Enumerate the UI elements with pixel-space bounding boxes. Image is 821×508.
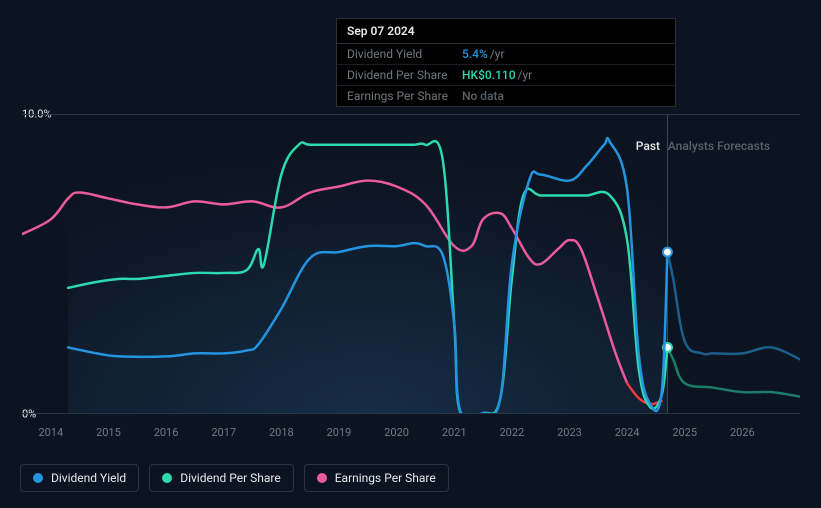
series-marker — [663, 248, 672, 257]
tooltip-value: 5.4%/yr — [462, 47, 505, 61]
tooltip: Sep 07 2024 Dividend Yield5.4%/yrDividen… — [336, 18, 676, 107]
legend-label: Dividend Per Share — [180, 471, 281, 485]
x-axis-tick: 2017 — [211, 426, 236, 439]
tooltip-value: No data — [462, 89, 504, 103]
legend-label: Dividend Yield — [51, 471, 126, 485]
tooltip-row: Dividend Yield5.4%/yr — [337, 44, 675, 65]
tooltip-row: Earnings Per ShareNo data — [337, 86, 675, 106]
x-axis-tick: 2021 — [442, 426, 467, 439]
tooltip-value: HK$0.110/yr — [462, 68, 532, 82]
past-period-label: Past — [636, 139, 660, 153]
x-axis-tick: 2024 — [615, 426, 640, 439]
x-axis-tick: 2016 — [154, 426, 179, 439]
tooltip-row: Dividend Per ShareHK$0.110/yr — [337, 65, 675, 86]
forecast-period-label: Analysts Forecasts — [668, 139, 770, 153]
x-axis-tick: 2025 — [672, 426, 697, 439]
legend-item[interactable]: Earnings Per Share — [304, 464, 449, 492]
legend-label: Earnings Per Share — [335, 471, 436, 485]
tooltip-label: Dividend Per Share — [347, 68, 462, 82]
plot-area[interactable]: Past Analysts Forecasts — [22, 114, 800, 414]
legend-dot-icon — [33, 473, 43, 483]
legend: Dividend Yield Dividend Per Share Earnings… — [20, 464, 449, 492]
legend-dot-icon — [317, 473, 327, 483]
tooltip-label: Earnings Per Share — [347, 89, 462, 103]
legend-item[interactable]: Dividend Per Share — [149, 464, 294, 492]
legend-item[interactable]: Dividend Yield — [20, 464, 139, 492]
x-axis-tick: 2018 — [269, 426, 294, 439]
past-region-shade — [68, 115, 667, 413]
x-axis-tick: 2015 — [96, 426, 121, 439]
tooltip-label: Dividend Yield — [347, 47, 462, 61]
chart: 10.0% 0% Past Analysts Forecasts 2014201… — [0, 108, 821, 438]
legend-dot-icon — [162, 473, 172, 483]
x-axis-tick: 2019 — [327, 426, 352, 439]
tooltip-date: Sep 07 2024 — [337, 19, 675, 44]
x-axis-tick: 2020 — [384, 426, 409, 439]
x-axis-tick: 2026 — [730, 426, 755, 439]
x-axis-tick: 2023 — [557, 426, 582, 439]
x-axis-tick: 2022 — [499, 426, 524, 439]
x-axis-tick: 2014 — [38, 426, 63, 439]
series-forecast-line — [667, 252, 800, 359]
